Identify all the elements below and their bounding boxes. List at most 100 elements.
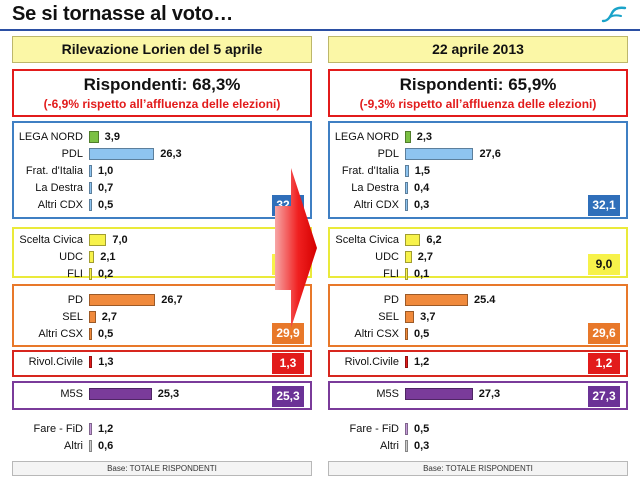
party-label: Altri bbox=[64, 440, 83, 452]
party-label: UDC bbox=[375, 251, 399, 263]
group-total-badge: 29,9 bbox=[272, 323, 304, 344]
bar bbox=[89, 251, 95, 263]
bar bbox=[89, 328, 92, 340]
turnout-delta: (-6,9% rispetto all’affluenza delle elez… bbox=[43, 97, 281, 111]
bar bbox=[405, 251, 412, 263]
bar-value-label: 1,2 bbox=[414, 356, 430, 368]
party-label: Altri CDX bbox=[353, 199, 399, 211]
group-total-badge: 25,3 bbox=[272, 386, 304, 407]
group-total-badge: 9,0 bbox=[588, 254, 620, 275]
bar-value-label: 0,5 bbox=[414, 328, 430, 340]
base-note: Base: TOTALE RISPONDENTI bbox=[328, 461, 628, 476]
bar bbox=[89, 440, 92, 452]
turnout-delta: (-9,3% rispetto all’affluenza delle elez… bbox=[359, 97, 597, 111]
bar-row: Frat. d'Italia bbox=[328, 163, 399, 179]
right-panel: 22 aprile 2013 Rispondenti: 65,9% (-9,3%… bbox=[328, 36, 628, 482]
party-group-cdx bbox=[328, 121, 628, 219]
bar bbox=[405, 148, 474, 160]
party-label: Altri CSX bbox=[38, 328, 83, 340]
bar-row: PD bbox=[328, 292, 399, 308]
party-label: PD bbox=[383, 294, 399, 306]
bar-value-label: 0,2 bbox=[98, 268, 114, 280]
base-note: Base: TOTALE RISPONDENTI bbox=[12, 461, 312, 476]
party-label: PD bbox=[67, 294, 83, 306]
party-label: FLI bbox=[383, 268, 399, 280]
bar-value-label: 27,6 bbox=[479, 148, 501, 160]
bar-value-label: 2,3 bbox=[416, 131, 432, 143]
party-label: Frat. d'Italia bbox=[341, 165, 399, 177]
bar-value-label: 0,7 bbox=[98, 182, 114, 194]
bar-value-label: 25,3 bbox=[157, 388, 180, 400]
bar-row: UDC bbox=[12, 249, 83, 265]
bar-row: La Destra bbox=[12, 180, 83, 196]
party-label: LEGA NORD bbox=[334, 131, 399, 143]
page-title: Se si tornasse al voto… bbox=[12, 3, 234, 25]
party-label: La Destra bbox=[35, 182, 83, 194]
bar-value-label: 3,9 bbox=[104, 131, 120, 143]
panel-header: 22 aprile 2013 bbox=[328, 36, 628, 63]
bar-row: UDC bbox=[328, 249, 399, 265]
party-group-cdx bbox=[12, 121, 312, 219]
bar-value-label: 1,0 bbox=[98, 165, 114, 177]
bar-value-label: 27,3 bbox=[478, 388, 501, 400]
bar bbox=[89, 182, 92, 194]
party-label: Altri CDX bbox=[37, 199, 83, 211]
party-label: PDL bbox=[61, 148, 83, 160]
arrow-right-icon bbox=[275, 168, 317, 328]
bar bbox=[405, 356, 408, 368]
party-label: Altri CSX bbox=[354, 328, 399, 340]
party-label: Scelta Civica bbox=[19, 234, 83, 246]
bar-value-label: 2,1 bbox=[100, 251, 116, 263]
bar bbox=[405, 182, 408, 194]
party-label: SEL bbox=[62, 311, 83, 323]
bar-row: Scelta Civica bbox=[12, 232, 83, 248]
bar bbox=[405, 165, 409, 177]
bar bbox=[405, 423, 408, 435]
title-divider bbox=[0, 29, 640, 31]
bar-value-label: 0,6 bbox=[98, 440, 114, 452]
party-group-rc bbox=[328, 350, 628, 377]
bar-row: Rivol.Civile bbox=[12, 354, 83, 370]
bar bbox=[405, 328, 408, 340]
bar bbox=[89, 199, 92, 211]
bar bbox=[405, 294, 468, 306]
group-total-badge: 29,6 bbox=[588, 323, 620, 344]
party-label: La Destra bbox=[351, 182, 399, 194]
bar-row: SEL bbox=[328, 309, 399, 325]
bar-row: PDL bbox=[12, 146, 83, 162]
party-group-cc bbox=[328, 227, 628, 278]
bar bbox=[89, 423, 92, 435]
group-total-badge: 1,2 bbox=[588, 353, 620, 374]
bar-row: FLI bbox=[328, 266, 399, 282]
bar-value-label: 0,1 bbox=[414, 268, 430, 280]
bar bbox=[405, 234, 421, 246]
bar-row: La Destra bbox=[328, 180, 399, 196]
bar-row: Altri bbox=[328, 438, 399, 454]
bar-row: FLI bbox=[12, 266, 83, 282]
party-label: M5S bbox=[60, 388, 83, 400]
respondents-rate: Rispondenti: 68,3% bbox=[83, 75, 241, 94]
party-label: M5S bbox=[376, 388, 399, 400]
brand-logo-icon bbox=[601, 6, 627, 23]
party-label: Altri bbox=[380, 440, 399, 452]
bar-value-label: 1,5 bbox=[414, 165, 431, 177]
respondents-box: Rispondenti: 65,9% (-9,3% rispetto all’a… bbox=[328, 69, 628, 117]
party-label: Rivol.Civile bbox=[28, 356, 83, 368]
party-label: LEGA NORD bbox=[18, 131, 83, 143]
bar bbox=[89, 294, 156, 306]
respondents-rate: Rispondenti: 65,9% bbox=[399, 75, 557, 94]
bar-value-label: 0,5 bbox=[98, 328, 114, 340]
bar-row: Rivol.Civile bbox=[328, 354, 399, 370]
bar-row: Altri CDX bbox=[12, 197, 83, 213]
bar-value-label: 1,3 bbox=[98, 356, 114, 368]
bar bbox=[89, 234, 107, 246]
bar-value-label: 7,0 bbox=[112, 234, 128, 246]
bar-row: PDL bbox=[328, 146, 399, 162]
group-total-badge: 27,3 bbox=[588, 386, 620, 407]
bar-row: LEGA NORD bbox=[12, 129, 83, 145]
party-group-m5s bbox=[328, 381, 628, 410]
bar-value-label: 2,7 bbox=[101, 311, 117, 323]
party-label: Rivol.Civile bbox=[344, 356, 399, 368]
bar bbox=[405, 311, 415, 323]
party-label: SEL bbox=[378, 311, 399, 323]
